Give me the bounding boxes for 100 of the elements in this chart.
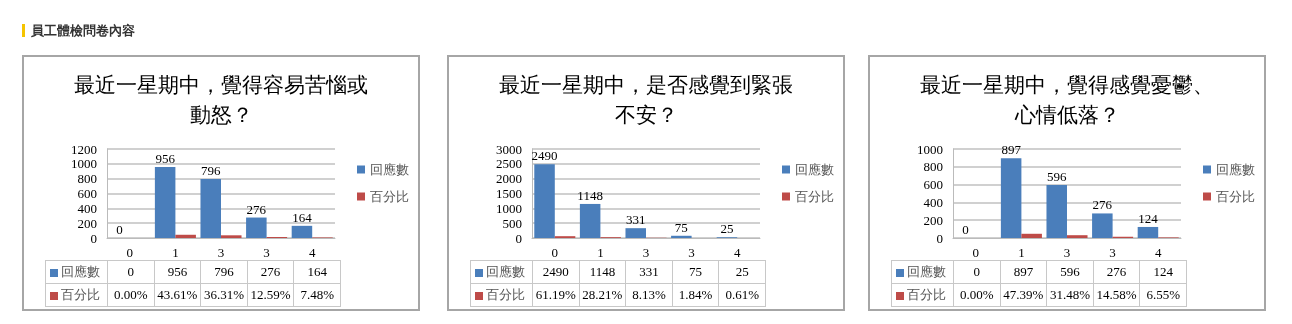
bar (534, 164, 555, 238)
bar (1046, 184, 1067, 238)
y-tick-label: 1500 (496, 186, 522, 201)
bar (1067, 235, 1088, 238)
data-label: 14.58% (1093, 283, 1140, 307)
bar (221, 235, 242, 238)
bar (1137, 226, 1159, 238)
legend-label: 百分比 (1216, 189, 1255, 204)
legend-label: 百分比 (795, 189, 834, 204)
text: 百分比 (907, 287, 946, 302)
bar (175, 234, 196, 238)
text: 回應數 (61, 264, 100, 279)
text: 276 (1092, 197, 1113, 213)
bar (579, 203, 601, 238)
bar (1000, 158, 1022, 238)
y-tick-label: 400 (77, 200, 97, 216)
y-tick-label: 800 (923, 159, 943, 175)
text: 2490 (531, 148, 558, 164)
text: 員工體檢問卷內容 (31, 23, 135, 38)
text: 331 (625, 212, 646, 228)
legend-label: 回應數 (370, 162, 409, 177)
y-tick-label: 1000 (71, 156, 97, 172)
bar (1092, 213, 1113, 238)
data-label: 47.39% (1000, 283, 1047, 307)
y-tick-label: 2000 (496, 171, 522, 187)
data-label: 25 (718, 260, 766, 284)
text: 1148 (577, 187, 603, 203)
x-tick-label: 3 (217, 245, 225, 260)
text: 回應數 (795, 162, 834, 177)
data-label: 276 (247, 260, 294, 284)
x-tick-label: 0 (972, 245, 980, 260)
data-label: 0.00% (107, 283, 155, 307)
bar (1021, 233, 1042, 238)
y-tick-label: 0 (936, 230, 943, 246)
text: 百分比 (486, 287, 525, 302)
chart-title: 最近一星期中，覺得感覺憂鬱、心情低落？ (920, 73, 1214, 127)
x-tick-label: 3 (263, 245, 270, 260)
data-label: 796 (200, 260, 248, 284)
data-label: 1148 (579, 260, 626, 284)
data-label: 31.48% (1046, 283, 1094, 307)
data-label: 43.61% (154, 283, 201, 307)
data-label: 75 (672, 260, 719, 284)
y-tick-label: 2500 (496, 156, 522, 172)
legend-label: 回應數 (470, 260, 533, 284)
y-tick-label: 600 (923, 177, 943, 193)
x-tick-label: 4 (1154, 245, 1162, 260)
legend-label: 百分比 (370, 189, 409, 204)
data-label: 0.00% (953, 283, 1001, 307)
x-tick-label: 0 (551, 245, 559, 260)
x-tick-label: 1 (172, 245, 179, 260)
y-tick-label: 200 (77, 215, 97, 231)
y-tick-label: 1000 (496, 200, 522, 216)
data-label: 124 (1139, 260, 1187, 284)
bar (154, 167, 176, 238)
y-tick-label: 400 (923, 194, 943, 210)
y-tick-label: 3000 (496, 141, 522, 157)
bar (200, 178, 221, 238)
legend-label: 回應數 (1216, 162, 1255, 177)
data-label: 0 (107, 260, 155, 284)
text: 回應數 (907, 264, 946, 279)
bar (671, 235, 692, 238)
data-label: 956 (154, 260, 201, 284)
x-tick-label: 3 (688, 245, 695, 260)
data-label: 8.13% (625, 283, 673, 307)
data-label: 1.84% (672, 283, 719, 307)
bar (246, 217, 267, 238)
x-tick-label: 0 (126, 245, 134, 260)
chart-title: 最近一星期中，是否感覺到緊張不安？ (499, 73, 793, 127)
x-tick-label: 3 (1109, 245, 1116, 260)
x-tick-label: 4 (308, 245, 316, 260)
data-label: 0.61% (718, 283, 766, 307)
y-tick-label: 800 (77, 171, 97, 187)
data-label: 331 (625, 260, 673, 284)
data-label: 7.48% (293, 283, 341, 307)
y-tick-label: 600 (77, 186, 97, 201)
text: 956 (155, 151, 175, 167)
y-tick-label: 0 (90, 230, 97, 246)
data-label: 2490 (532, 260, 580, 284)
y-tick-label: 1200 (71, 141, 97, 157)
y-tick-label: 1000 (917, 141, 943, 157)
x-tick-label: 1 (597, 245, 604, 260)
data-label: 28.21% (579, 283, 626, 307)
y-tick-label: 200 (923, 212, 943, 228)
text: 0 (962, 222, 969, 237)
data-label: 276 (1093, 260, 1140, 284)
text: 276 (246, 201, 267, 217)
x-tick-label: 3 (1063, 245, 1071, 260)
text: 796 (200, 162, 221, 178)
data-label: 36.31% (200, 283, 248, 307)
x-tick-label: 4 (733, 245, 741, 260)
data-label: 12.59% (247, 283, 294, 307)
text: 百分比 (61, 287, 100, 302)
x-tick-label: 1 (1018, 245, 1025, 260)
data-label: 0 (953, 260, 1001, 284)
text: 164 (292, 209, 312, 225)
text: 25 (720, 221, 734, 237)
text: 897 (1001, 142, 1021, 158)
chart-title: 最近一星期中，覺得容易苦惱或動怒？ (74, 73, 368, 127)
data-label: 897 (1000, 260, 1047, 284)
text: 75 (674, 219, 688, 235)
